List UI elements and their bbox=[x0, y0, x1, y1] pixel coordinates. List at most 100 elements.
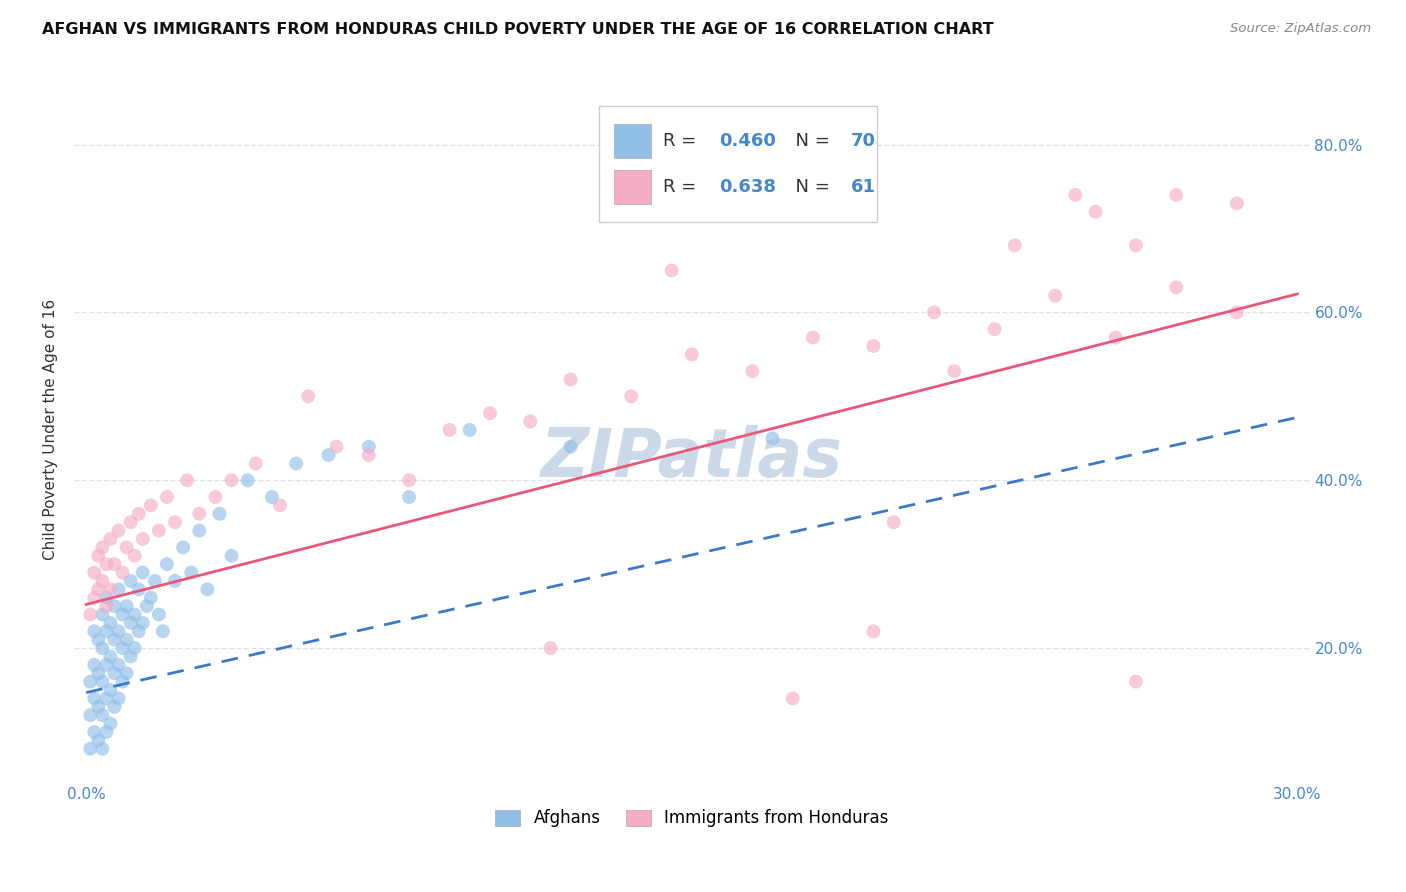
Point bbox=[204, 490, 226, 504]
Point bbox=[87, 666, 110, 681]
Point bbox=[91, 574, 114, 588]
Point bbox=[91, 741, 114, 756]
Point bbox=[661, 263, 683, 277]
Point bbox=[103, 699, 125, 714]
Point bbox=[458, 423, 481, 437]
Point bbox=[983, 322, 1005, 336]
Point bbox=[100, 532, 122, 546]
Text: R =: R = bbox=[664, 178, 703, 195]
Point bbox=[111, 566, 134, 580]
Point bbox=[176, 473, 198, 487]
Point bbox=[124, 607, 146, 622]
Point bbox=[236, 473, 259, 487]
Point bbox=[96, 691, 118, 706]
Point bbox=[100, 615, 122, 630]
Point bbox=[398, 490, 420, 504]
Point bbox=[83, 566, 105, 580]
Point bbox=[883, 515, 905, 529]
Point bbox=[540, 641, 562, 656]
Point bbox=[120, 574, 142, 588]
Text: Source: ZipAtlas.com: Source: ZipAtlas.com bbox=[1230, 22, 1371, 36]
Point bbox=[107, 582, 129, 597]
Point bbox=[163, 574, 186, 588]
Point bbox=[124, 549, 146, 563]
Text: 0.638: 0.638 bbox=[718, 178, 776, 195]
Point bbox=[148, 607, 170, 622]
Text: ZIPatlas: ZIPatlas bbox=[541, 425, 842, 491]
Point bbox=[87, 549, 110, 563]
Point bbox=[1064, 188, 1087, 202]
Text: N =: N = bbox=[785, 132, 837, 150]
Point bbox=[107, 691, 129, 706]
Point bbox=[103, 599, 125, 614]
Point bbox=[681, 347, 703, 361]
Point bbox=[1125, 674, 1147, 689]
Point bbox=[107, 657, 129, 672]
Point bbox=[139, 591, 162, 605]
Point bbox=[620, 389, 643, 403]
Point bbox=[87, 632, 110, 647]
Point bbox=[132, 566, 155, 580]
Point bbox=[862, 339, 884, 353]
Text: AFGHAN VS IMMIGRANTS FROM HONDURAS CHILD POVERTY UNDER THE AGE OF 16 CORRELATION: AFGHAN VS IMMIGRANTS FROM HONDURAS CHILD… bbox=[42, 22, 994, 37]
Point bbox=[87, 582, 110, 597]
Point bbox=[1004, 238, 1026, 252]
Point bbox=[96, 725, 118, 739]
Point bbox=[519, 415, 541, 429]
Point bbox=[79, 708, 101, 723]
Point bbox=[922, 305, 945, 319]
Point bbox=[91, 541, 114, 555]
Point bbox=[1166, 280, 1188, 294]
Point bbox=[208, 507, 231, 521]
Point bbox=[128, 582, 150, 597]
Point bbox=[128, 624, 150, 639]
Point bbox=[96, 591, 118, 605]
Point bbox=[1226, 196, 1249, 211]
Point bbox=[943, 364, 966, 378]
Point bbox=[111, 641, 134, 656]
Point bbox=[560, 372, 582, 386]
Point bbox=[357, 448, 380, 462]
Point bbox=[79, 674, 101, 689]
Point bbox=[156, 557, 179, 571]
Point bbox=[91, 674, 114, 689]
Point bbox=[139, 499, 162, 513]
Point bbox=[188, 507, 211, 521]
Point bbox=[96, 624, 118, 639]
Point bbox=[152, 624, 174, 639]
Point bbox=[100, 582, 122, 597]
Point bbox=[103, 632, 125, 647]
Point bbox=[79, 741, 101, 756]
Point bbox=[221, 549, 243, 563]
Legend: Afghans, Immigrants from Honduras: Afghans, Immigrants from Honduras bbox=[489, 803, 896, 834]
Point bbox=[83, 657, 105, 672]
Point bbox=[87, 699, 110, 714]
Y-axis label: Child Poverty Under the Age of 16: Child Poverty Under the Age of 16 bbox=[44, 300, 58, 560]
Point bbox=[1226, 305, 1249, 319]
Point bbox=[172, 541, 194, 555]
Point bbox=[100, 683, 122, 698]
Text: R =: R = bbox=[664, 132, 703, 150]
Point bbox=[96, 599, 118, 614]
Point bbox=[124, 641, 146, 656]
Point bbox=[180, 566, 202, 580]
Text: 70: 70 bbox=[851, 132, 876, 150]
Point bbox=[120, 515, 142, 529]
Point bbox=[1043, 288, 1066, 302]
Point bbox=[156, 490, 179, 504]
FancyBboxPatch shape bbox=[599, 105, 877, 222]
Point bbox=[188, 524, 211, 538]
Point bbox=[862, 624, 884, 639]
Point bbox=[107, 524, 129, 538]
Point bbox=[107, 624, 129, 639]
Point bbox=[163, 515, 186, 529]
Point bbox=[439, 423, 461, 437]
Point bbox=[1084, 204, 1107, 219]
Point bbox=[269, 499, 291, 513]
Point bbox=[83, 624, 105, 639]
Point bbox=[318, 448, 340, 462]
Bar bbox=[614, 124, 651, 158]
Text: 0.460: 0.460 bbox=[718, 132, 776, 150]
Point bbox=[297, 389, 319, 403]
Point bbox=[782, 691, 804, 706]
